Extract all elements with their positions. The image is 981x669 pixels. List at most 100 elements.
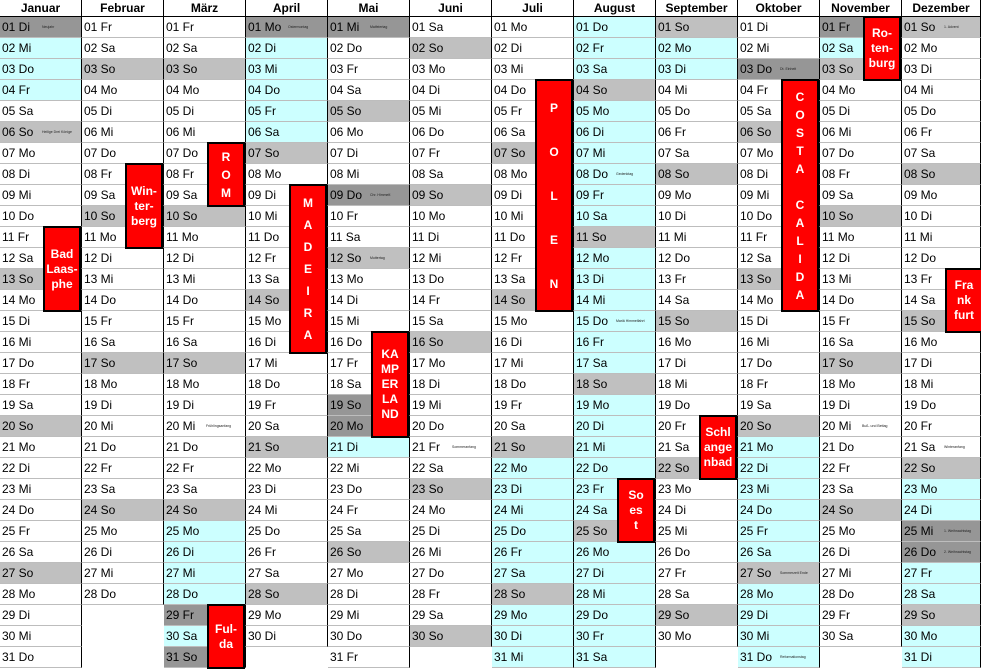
trip-event[interactable]: Win- ter- berg — [125, 163, 163, 249]
day-cell[interactable]: 19 Do — [656, 395, 738, 416]
day-cell[interactable]: 21 Do — [82, 437, 164, 458]
day-cell[interactable]: 07 So — [246, 143, 328, 164]
day-cell[interactable]: 23 Sa — [164, 479, 246, 500]
day-cell[interactable]: 31 Mi — [492, 647, 574, 668]
day-cell[interactable]: 27 So — [0, 563, 82, 584]
day-cell[interactable]: 29 Mo — [246, 605, 328, 626]
day-cell[interactable]: 13 Mo — [328, 269, 410, 290]
day-cell[interactable]: 10 So — [164, 206, 246, 227]
day-cell[interactable]: 17 Mi — [246, 353, 328, 374]
day-cell[interactable]: 28 Mo — [738, 584, 820, 605]
day-cell[interactable]: 28 Do — [82, 584, 164, 605]
day-cell[interactable]: 06 Fr — [656, 122, 738, 143]
day-cell[interactable]: 03 Mi — [246, 59, 328, 80]
day-cell[interactable]: 17 So — [164, 353, 246, 374]
day-cell[interactable]: 23 Mi — [738, 479, 820, 500]
trip-event[interactable]: KA MP ER LA ND — [371, 331, 409, 438]
day-cell[interactable]: 21 Mo — [0, 437, 82, 458]
day-cell[interactable]: 04 Mo — [164, 80, 246, 101]
day-cell[interactable]: 03 Do — [0, 59, 82, 80]
day-cell[interactable]: 16 Mo — [656, 332, 738, 353]
day-cell[interactable]: 26 Fr — [246, 542, 328, 563]
day-cell[interactable]: 12 Mi — [410, 248, 492, 269]
day-cell[interactable]: 13 Do — [410, 269, 492, 290]
day-cell[interactable]: 20 Sa — [246, 416, 328, 437]
day-cell[interactable]: 20 Di — [574, 416, 656, 437]
day-cell[interactable]: 17 So — [820, 353, 902, 374]
trip-event[interactable]: M A D E I R A — [289, 184, 327, 354]
day-cell[interactable]: 03 Di — [902, 59, 981, 80]
day-cell[interactable]: 04 So — [574, 80, 656, 101]
trip-event[interactable]: C O S T A C A L I D A — [781, 79, 819, 312]
day-cell[interactable]: 28 Mo — [0, 584, 82, 605]
day-cell[interactable]: 19 Mi — [410, 395, 492, 416]
day-cell[interactable]: 31 Do — [0, 647, 82, 668]
day-cell[interactable]: 18 Fr — [738, 374, 820, 395]
day-cell[interactable]: 26 Mo — [574, 542, 656, 563]
day-cell[interactable]: 15 Mi — [328, 311, 410, 332]
day-cell[interactable]: 21 Fr Sommeranfang — [410, 437, 492, 458]
day-cell[interactable]: 05 So — [328, 101, 410, 122]
day-cell[interactable]: 10 So — [820, 206, 902, 227]
day-cell[interactable]: 26 Sa — [738, 542, 820, 563]
day-cell[interactable]: 24 Mo — [410, 500, 492, 521]
day-cell[interactable]: 25 Sa — [328, 521, 410, 542]
day-cell[interactable]: 23 Di — [492, 479, 574, 500]
day-cell[interactable]: 09 Do Chr. Himmelf. — [328, 185, 410, 206]
day-cell[interactable]: 01 Di — [738, 17, 820, 38]
day-cell[interactable]: 26 Di — [820, 542, 902, 563]
day-cell[interactable]: 30 Mi — [0, 626, 82, 647]
day-cell[interactable]: 07 Mo — [0, 143, 82, 164]
day-cell[interactable]: 12 Do — [902, 248, 981, 269]
day-cell[interactable]: 30 Mi — [738, 626, 820, 647]
trip-event[interactable]: Fra nk furt — [945, 268, 981, 333]
day-cell[interactable]: 28 Mi — [574, 584, 656, 605]
day-cell[interactable]: 20 So — [738, 416, 820, 437]
day-cell[interactable]: 25 Mo — [164, 521, 246, 542]
day-cell[interactable]: 29 So — [656, 605, 738, 626]
day-cell[interactable]: 26 So — [328, 542, 410, 563]
day-cell[interactable]: 08 Mi — [328, 164, 410, 185]
day-cell[interactable]: 05 Do — [656, 101, 738, 122]
day-cell[interactable]: 19 Fr — [246, 395, 328, 416]
day-cell[interactable]: 27 Do — [410, 563, 492, 584]
day-cell[interactable]: 04 Mi — [656, 80, 738, 101]
day-cell[interactable]: 04 Sa — [328, 80, 410, 101]
day-cell[interactable]: 13 Mi — [164, 269, 246, 290]
day-cell[interactable]: 22 Mo — [246, 458, 328, 479]
day-cell[interactable]: 27 Mi — [164, 563, 246, 584]
day-cell[interactable]: 03 Mo — [410, 59, 492, 80]
day-cell[interactable]: 11 Mo — [820, 227, 902, 248]
day-cell[interactable]: 03 Mi — [492, 59, 574, 80]
day-cell[interactable]: 24 Mi — [492, 500, 574, 521]
day-cell[interactable]: 07 Fr — [410, 143, 492, 164]
day-cell[interactable]: 17 So — [82, 353, 164, 374]
day-cell[interactable]: 07 Di — [328, 143, 410, 164]
day-cell[interactable]: 29 Mi — [328, 605, 410, 626]
day-cell[interactable]: 27 Sa — [246, 563, 328, 584]
day-cell[interactable]: 31 Do Reformationstag — [738, 647, 820, 668]
day-cell[interactable]: 23 Di — [246, 479, 328, 500]
day-cell[interactable]: 29 Di — [738, 605, 820, 626]
day-cell[interactable]: 27 Mi — [82, 563, 164, 584]
trip-event[interactable]: Ro- ten- burg — [863, 16, 901, 81]
day-cell[interactable]: 24 Do — [0, 500, 82, 521]
day-cell[interactable]: 28 Sa — [902, 584, 981, 605]
day-cell[interactable]: 01 Di Neujahr — [0, 17, 82, 38]
day-cell[interactable]: 18 Di — [410, 374, 492, 395]
day-cell[interactable]: 19 Di — [82, 395, 164, 416]
day-cell[interactable]: 10 Sa — [574, 206, 656, 227]
day-cell[interactable]: 26 Do — [656, 542, 738, 563]
day-cell[interactable]: 28 Sa — [656, 584, 738, 605]
day-cell[interactable]: 04 Mo — [82, 80, 164, 101]
day-cell[interactable]: 02 Fr — [574, 38, 656, 59]
day-cell[interactable]: 28 So — [246, 584, 328, 605]
day-cell[interactable]: 06 So Heilige Drei Könige — [0, 122, 82, 143]
day-cell[interactable]: 22 Di — [0, 458, 82, 479]
day-cell[interactable]: 20 Fr — [902, 416, 981, 437]
trip-event[interactable]: So es t — [617, 478, 655, 543]
day-cell[interactable]: 18 Do — [246, 374, 328, 395]
day-cell[interactable]: 22 Mo — [492, 458, 574, 479]
day-cell[interactable]: 11 Sa — [328, 227, 410, 248]
day-cell[interactable]: 24 Mi — [246, 500, 328, 521]
